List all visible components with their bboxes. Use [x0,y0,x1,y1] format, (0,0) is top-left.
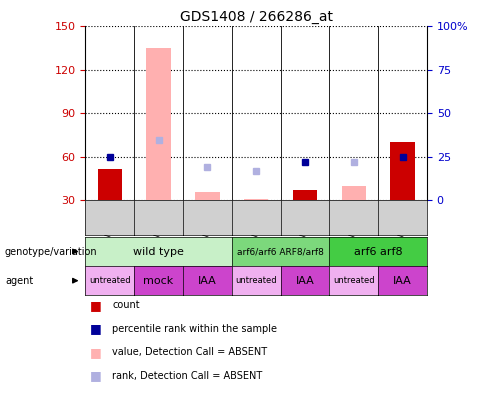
Text: IAA: IAA [296,276,314,286]
Bar [342,186,366,200]
Bar [195,192,220,200]
Text: ■: ■ [90,299,102,312]
Text: untreated: untreated [235,276,277,285]
Text: arf6/arf6 ARF8/arf8: arf6/arf6 ARF8/arf8 [237,247,324,256]
Text: IAA: IAA [198,276,217,286]
Text: ■: ■ [90,369,102,382]
Text: untreated: untreated [333,276,375,285]
Text: wild type: wild type [133,247,184,256]
Text: count: count [112,301,140,310]
Text: IAA: IAA [393,276,412,286]
Text: rank, Detection Call = ABSENT: rank, Detection Call = ABSENT [112,371,263,381]
Text: genotype/variation: genotype/variation [5,247,98,256]
Bar [293,190,317,200]
Bar [146,48,171,200]
Text: arf6 arf8: arf6 arf8 [354,247,403,256]
Bar [390,143,415,200]
Text: agent: agent [5,276,33,286]
Text: ■: ■ [90,346,102,359]
Text: mock: mock [143,276,174,286]
Bar [244,199,268,200]
Text: percentile rank within the sample: percentile rank within the sample [112,324,277,334]
Title: GDS1408 / 266286_at: GDS1408 / 266286_at [180,10,333,24]
Text: untreated: untreated [89,276,131,285]
Bar [98,168,122,200]
Text: ■: ■ [90,322,102,335]
Text: value, Detection Call = ABSENT: value, Detection Call = ABSENT [112,347,267,357]
